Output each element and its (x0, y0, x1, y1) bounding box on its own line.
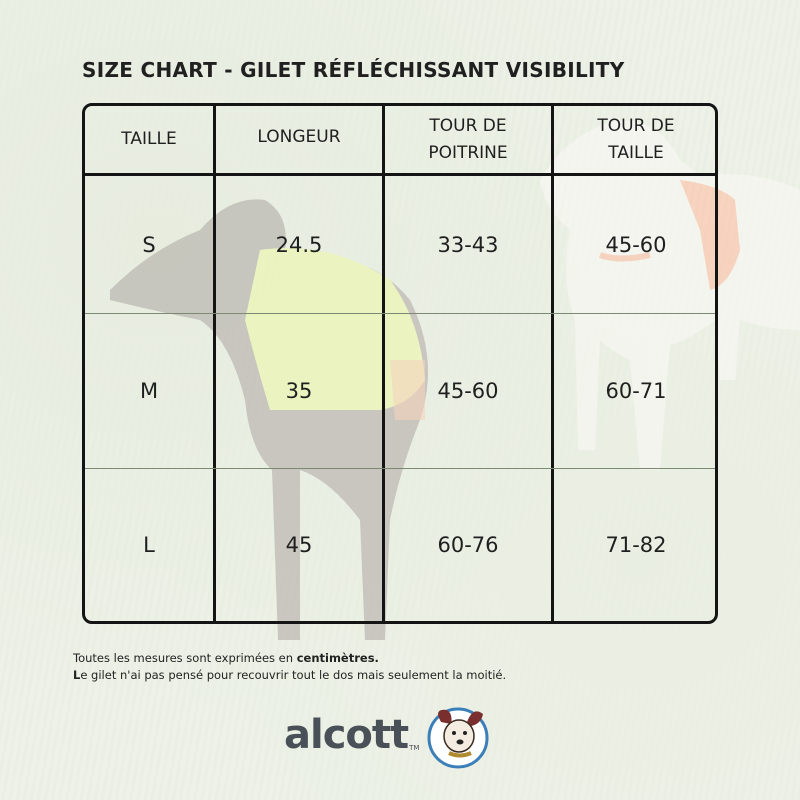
note-line-1: Toutes les mesures sont exprimées en cen… (73, 650, 506, 667)
cell-tour-de-taille: 71-82 (605, 533, 667, 557)
header-tour-de-poitrine: TOUR DE POITRINE (428, 115, 508, 163)
cell-longeur: 24.5 (275, 232, 323, 257)
row-divider (85, 313, 715, 314)
page-title: Size chart - gilet réfléchissant VISIBIL… (82, 58, 625, 82)
cell-size: M (139, 379, 159, 403)
note-line-2-bold: L (73, 668, 81, 682)
cell-tour-de-taille: 45-60 (605, 232, 667, 257)
column-divider (551, 106, 554, 621)
row-divider (85, 468, 715, 469)
column-divider (213, 106, 216, 621)
cell-size: L (143, 533, 155, 557)
cell-tour-de-poitrine: 45-60 (437, 379, 499, 403)
column-divider (382, 106, 385, 621)
header-longeur: LONGEUR (257, 127, 341, 147)
header-tour-de-taille: TOUR DE TAILLE (597, 115, 675, 163)
measurement-notes: Toutes les mesures sont exprimées en cen… (73, 650, 506, 684)
note-line-2: Le gilet n'ai pas pensé pour recouvrir t… (73, 667, 506, 684)
size-chart-table: TAILLE LONGEUR TOUR DE POITRINE TOUR DE … (82, 103, 718, 624)
note-line-1-bold: centimètres. (296, 651, 379, 665)
alcott-logo: alcott TM (284, 700, 493, 770)
cell-tour-de-poitrine: 33-43 (437, 232, 499, 257)
cell-tour-de-taille: 60-71 (605, 379, 667, 403)
cell-tour-de-poitrine: 60-76 (437, 533, 499, 557)
dog-mascot-icon (427, 707, 489, 769)
brand-name: alcott (284, 712, 409, 758)
note-line-1-text: Toutes les mesures sont exprimées en (73, 651, 297, 665)
cell-size: S (142, 232, 156, 257)
header-divider (85, 173, 715, 176)
note-line-2-text: e gilet n'ai pas pensé pour recouvrir to… (80, 668, 507, 682)
header-taille: TAILLE (121, 129, 177, 149)
cell-longeur: 45 (285, 533, 313, 557)
cell-longeur: 35 (285, 379, 313, 403)
trademark: TM (409, 744, 420, 752)
